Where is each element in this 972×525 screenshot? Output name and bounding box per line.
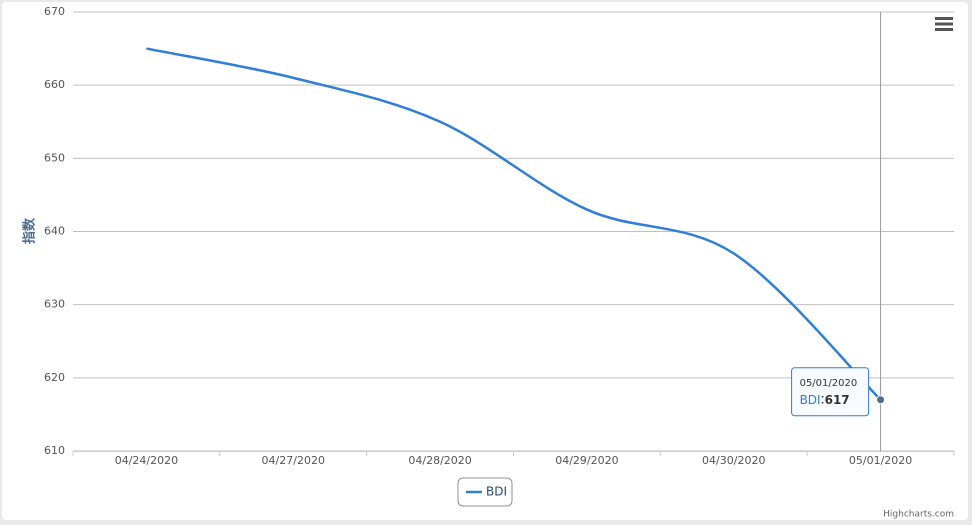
menu-bar bbox=[935, 17, 953, 20]
x-tick-label: 04/30/2020 bbox=[702, 454, 765, 467]
y-axis-title: 指数 bbox=[22, 217, 38, 244]
tooltip-text: BDI 617 bbox=[800, 392, 850, 406]
legend-label: BDI bbox=[486, 485, 507, 499]
menu-button[interactable] bbox=[935, 17, 953, 31]
menu-bar bbox=[935, 22, 953, 26]
legend-box bbox=[457, 477, 513, 507]
legend-item[interactable]: BDI bbox=[457, 477, 513, 507]
tooltip-colon-dot bbox=[821, 401, 824, 404]
tooltip-category: 05/01/2020 bbox=[800, 378, 858, 389]
y-tick-label: 610 bbox=[44, 444, 65, 457]
series-line bbox=[146, 47, 882, 401]
x-tick-label: 04/28/2020 bbox=[408, 454, 471, 467]
x-tick-label: 05/01/2020 bbox=[849, 454, 912, 467]
tooltip-box bbox=[791, 367, 870, 417]
hover-point bbox=[876, 395, 886, 405]
y-tick-label: 670 bbox=[44, 5, 65, 18]
credits[interactable]: Highcharts.com bbox=[883, 510, 954, 520]
y-tick-label: 620 bbox=[44, 371, 65, 384]
tooltip-colon-dot bbox=[821, 395, 824, 398]
x-tick-label: 04/24/2020 bbox=[115, 454, 178, 467]
y-tick-label: 650 bbox=[44, 151, 65, 164]
y-tick-label: 630 bbox=[44, 298, 65, 311]
y-tick-label: 640 bbox=[44, 225, 65, 238]
x-tick-label: 04/27/2020 bbox=[262, 454, 325, 467]
tooltip-value: 617 bbox=[825, 392, 850, 406]
tooltip-series-name: BDI bbox=[800, 392, 821, 406]
y-tick-label: 660 bbox=[44, 78, 65, 91]
x-tick-label: 04/29/2020 bbox=[555, 454, 618, 467]
menu-bar bbox=[935, 28, 953, 31]
